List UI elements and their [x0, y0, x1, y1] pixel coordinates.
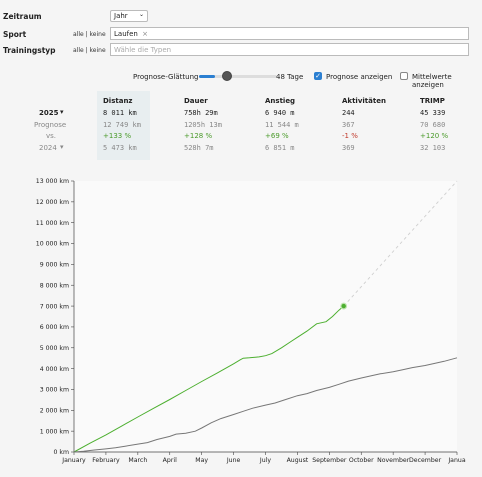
checkmark-icon: ✓ — [315, 72, 321, 80]
series-line-0 — [73, 305, 345, 453]
tag-remove-icon[interactable]: × — [142, 30, 148, 38]
zeitraum-value: Jahr — [114, 12, 128, 20]
series-line-2 — [73, 357, 458, 453]
x-tick-label: July — [259, 457, 271, 464]
stats-cell: 6 851 m — [265, 144, 295, 152]
y-tick-label: 7 000 km — [40, 303, 69, 310]
y-tick-label: 8 000 km — [40, 282, 69, 289]
x-tick-label: September — [312, 457, 347, 464]
y-tick-label: 1 000 km — [40, 428, 69, 435]
current-value-marker[interactable] — [340, 302, 348, 310]
stats-cell: 32 103 — [420, 144, 446, 152]
y-tick-label: 10 000 km — [36, 241, 69, 248]
x-tick-label: Janua — [447, 457, 465, 464]
stats-table: Distanz Dauer Anstieg Aktivitäten TRIMP 2025 ▾… — [0, 0, 482, 160]
stats-header-1[interactable]: Dauer — [184, 97, 208, 105]
stats-cell: 45 339 — [420, 109, 446, 117]
zeitraum-select[interactable]: Jahr ⌄ — [110, 10, 148, 22]
trainingstyp-label: Trainingstyp — [3, 46, 56, 55]
chart-plot-area — [74, 181, 457, 452]
stats-cell: 11 544 m — [265, 121, 299, 129]
stats-header-3[interactable]: Aktivitäten — [342, 97, 386, 105]
stats-cell: 1205h 13m — [184, 121, 222, 129]
caret-down-icon[interactable]: ▾ — [60, 108, 64, 116]
stats-cell: 6 940 m — [265, 109, 295, 117]
x-tick-label: April — [163, 457, 177, 464]
stats-row-label[interactable]: 2024 — [39, 144, 57, 152]
x-tick-label: December — [409, 457, 442, 464]
y-tick-label: 13 000 km — [36, 178, 69, 185]
stats-cell: +133 % — [103, 132, 132, 140]
trainingstyp-multiselect[interactable]: Wähle die Typen — [110, 43, 469, 56]
x-tick-label: October — [349, 457, 374, 464]
stats-cell: 70 680 — [420, 121, 446, 129]
smoothing-slider-fill — [199, 75, 215, 78]
stats-cell: 758h 29m — [184, 109, 218, 117]
cumulative-chart: 0 km 1 000 km 2 000 km 3 000 km 4 000 km 5 00… — [36, 178, 466, 464]
x-tick-label: November — [377, 457, 410, 464]
y-tick-label: 4 000 km — [40, 366, 69, 373]
smoothing-slider-thumb[interactable] — [221, 71, 232, 81]
stats-row-label: vs. — [46, 132, 57, 140]
x-tick-label: February — [92, 457, 120, 464]
stats-cell: +69 % — [265, 132, 289, 140]
trainingstyp-all-none-toggle[interactable]: alle | keine — [73, 47, 106, 54]
stats-cell: 369 — [342, 144, 355, 152]
show-average-checkbox[interactable] — [400, 72, 408, 80]
stats-cell: +120 % — [420, 132, 449, 140]
stats-cell: 12 749 km — [103, 121, 141, 129]
smoothing-slider[interactable] — [199, 71, 277, 81]
stats-header-0[interactable]: Distanz — [103, 97, 133, 105]
x-tick-label: June — [226, 457, 241, 464]
sport-tag: Laufen — [114, 30, 138, 38]
x-tick-label: May — [195, 457, 208, 464]
smoothing-label: Prognose-Glättung — [133, 73, 199, 81]
stats-cell: -1 % — [342, 132, 358, 140]
stats-row-label: Prognose — [34, 121, 67, 129]
smoothing-value: 48 Tage — [276, 73, 304, 81]
trainingstyp-placeholder: Wähle die Typen — [114, 46, 172, 54]
y-tick-label: 5 000 km — [40, 345, 69, 352]
stats-cell: 244 — [342, 109, 355, 117]
series-line-1 — [343, 180, 458, 307]
stats-cell: +128 % — [184, 132, 213, 140]
x-tick-label: August — [287, 457, 309, 464]
distance-column-highlight — [97, 91, 150, 160]
show-forecast-checkbox[interactable]: ✓ — [314, 72, 322, 80]
stats-row-label[interactable]: 2025 — [39, 109, 59, 117]
show-forecast-label: Prognose anzeigen — [326, 73, 393, 81]
stats-header-2[interactable]: Anstieg — [265, 97, 296, 105]
x-tick-label: January — [61, 457, 86, 464]
y-tick-label: 6 000 km — [40, 324, 69, 331]
zeitraum-label: Zeitraum — [3, 12, 42, 21]
caret-down-icon[interactable]: ▾ — [60, 143, 64, 151]
stats-cell: 528h 7m — [184, 144, 214, 152]
y-tick-label: 0 km — [53, 449, 69, 456]
show-average-label: Mittelwerte anzeigen — [412, 73, 452, 89]
stats-header-4[interactable]: TRIMP — [420, 97, 445, 105]
y-tick-label: 12 000 km — [36, 199, 69, 206]
stats-cell: 8 011 km — [103, 109, 137, 117]
stats-cell: 5 473 km — [103, 144, 137, 152]
x-tick-label: March — [128, 457, 147, 464]
sport-multiselect[interactable]: Laufen × — [110, 27, 469, 40]
y-tick-label: 3 000 km — [40, 387, 69, 394]
y-tick-label: 11 000 km — [36, 220, 69, 227]
y-tick-label: 9 000 km — [40, 262, 69, 269]
stats-cell: 367 — [342, 121, 355, 129]
y-tick-label: 2 000 km — [40, 408, 69, 415]
sport-label: Sport — [3, 30, 27, 39]
chevron-down-icon: ⌄ — [138, 11, 144, 18]
sport-all-none-toggle[interactable]: alle | keine — [73, 31, 106, 38]
